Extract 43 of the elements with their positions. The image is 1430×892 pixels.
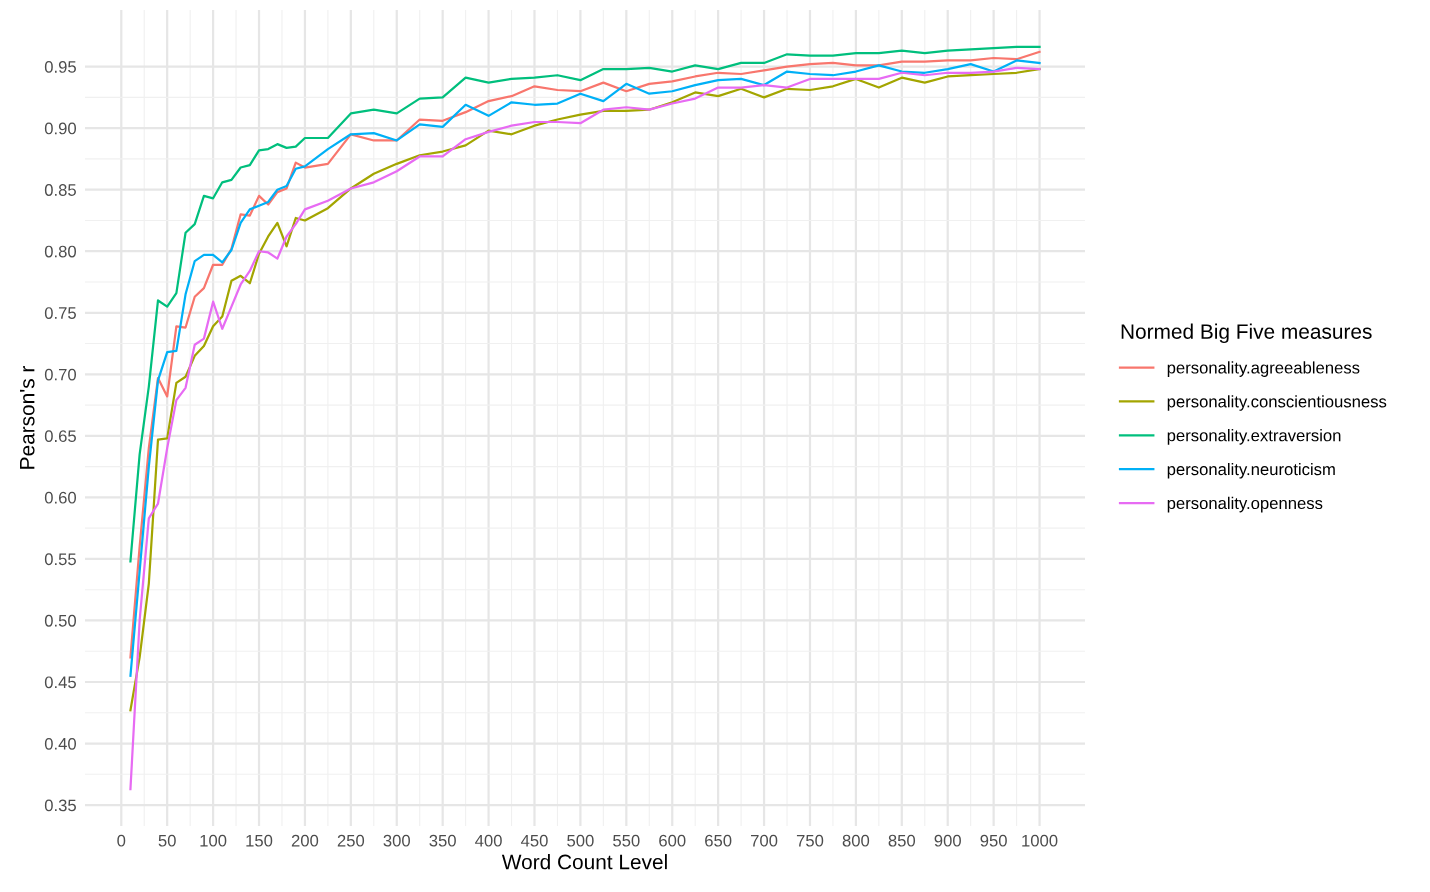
x-tick-label: 400 [475, 834, 502, 847]
x-tick-label: 0 [117, 834, 126, 847]
legend-title: Normed Big Five measures [1121, 323, 1372, 344]
y-tick-label: 0.90 [44, 122, 77, 135]
y-tick-label: 0.40 [44, 737, 77, 750]
x-tick-label: 650 [705, 834, 732, 847]
y-tick-label: 0.95 [44, 61, 76, 73]
y-tick-label: 0.65 [44, 430, 76, 443]
x-tick-label: 900 [934, 834, 961, 847]
x-tick-label: 950 [980, 834, 1007, 847]
x-tick-label: 350 [429, 834, 456, 847]
legend-label: personality.conscientiousness [1167, 395, 1387, 411]
y-tick-label: 0.85 [44, 184, 76, 196]
x-tick-label: 600 [659, 834, 686, 847]
y-tick-label: 0.80 [44, 245, 77, 258]
x-tick-label: 750 [796, 834, 824, 847]
x-tick-label: 250 [337, 834, 365, 847]
x-tick-label: 100 [200, 834, 227, 847]
x-tick-label: 800 [842, 834, 870, 847]
y-tick-label: 0.70 [44, 368, 77, 381]
y-axis-title: Pearson's r [20, 365, 35, 469]
x-tick-label: 500 [567, 834, 594, 847]
y-tick-label: 0.60 [44, 491, 77, 504]
x-tick-label: 50 [158, 834, 176, 847]
y-tick-label: 0.55 [44, 553, 76, 566]
legend-label: personality.agreeableness [1167, 361, 1360, 377]
x-tick-label: 550 [613, 834, 640, 847]
x-tick-label: 200 [291, 834, 319, 847]
x-tick-label: 300 [383, 834, 411, 847]
x-tick-label: 850 [888, 834, 916, 847]
x-tick-label: 1000 [1022, 834, 1058, 847]
x-axis-title: Word Count Level [501, 854, 667, 870]
y-tick-label: 0.45 [44, 676, 76, 689]
x-tick-label: 700 [751, 834, 778, 847]
y-tick-label: 0.50 [44, 614, 77, 627]
line-series [129, 45, 1041, 563]
legend-label: personality.openness [1167, 496, 1323, 513]
legend-label: personality.neuroticism [1167, 462, 1335, 479]
y-tick-label: 0.75 [44, 307, 76, 319]
legend-label: personality.extraversion [1167, 429, 1341, 445]
x-tick-label: 450 [520, 834, 548, 847]
x-tick-label: 150 [246, 834, 273, 847]
y-tick-label: 0.35 [44, 799, 76, 812]
